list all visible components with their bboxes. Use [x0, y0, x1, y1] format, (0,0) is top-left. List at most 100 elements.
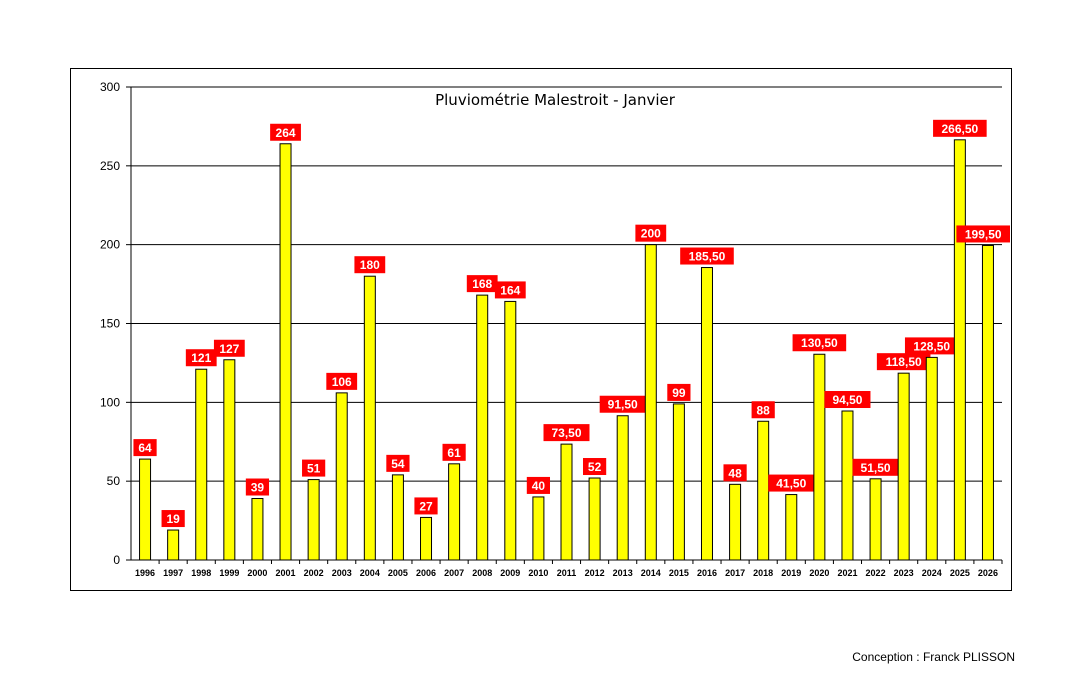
- bar: [279, 143, 292, 561]
- data-label-box: [466, 275, 498, 293]
- data-label-box: [852, 458, 899, 476]
- data-label-box: [414, 497, 438, 515]
- data-label: 121: [191, 351, 211, 365]
- data-label: 41,50: [776, 477, 806, 491]
- data-label: 118,50: [886, 355, 922, 369]
- data-label: 128,50: [913, 339, 950, 353]
- bar: [616, 415, 629, 561]
- bar: [813, 353, 826, 561]
- data-label: 73,50: [551, 426, 581, 440]
- bar: [391, 474, 404, 561]
- x-tick-label: 2018: [753, 568, 773, 578]
- data-label-box: [751, 401, 775, 419]
- bar: [981, 244, 994, 561]
- x-tick-label: 2026: [978, 568, 998, 578]
- data-label-box: [635, 224, 667, 242]
- x-tick-label: 2003: [332, 568, 352, 578]
- data-label: 51: [307, 462, 321, 476]
- bar: [307, 479, 320, 561]
- bar: [448, 463, 461, 561]
- bar: [869, 478, 882, 561]
- data-label: 164: [500, 283, 520, 297]
- data-label: 40: [532, 479, 546, 493]
- x-tick-label: 1997: [163, 568, 183, 578]
- data-label: 91,50: [608, 398, 638, 412]
- data-label-box: [824, 391, 871, 409]
- x-tick-label: 2009: [500, 568, 520, 578]
- y-tick-label: 200: [100, 238, 120, 252]
- data-label-box: [494, 281, 526, 299]
- x-tick-label: 2005: [388, 568, 408, 578]
- data-label: 94,50: [832, 393, 862, 407]
- data-label-box: [667, 383, 691, 401]
- y-tick-label: 50: [107, 474, 121, 488]
- x-tick-label: 2002: [304, 568, 324, 578]
- x-tick-label: 2014: [641, 568, 661, 578]
- data-label-box: [326, 372, 358, 390]
- x-tick-label: 2015: [669, 568, 689, 578]
- data-label-box: [354, 256, 386, 274]
- data-label: 130,50: [801, 336, 838, 350]
- data-label-box: [792, 334, 847, 352]
- data-label: 99: [672, 386, 686, 400]
- data-label-box: [442, 443, 466, 461]
- x-tick-label: 2023: [894, 568, 914, 578]
- data-label-box: [876, 353, 931, 371]
- x-tick-label: 1996: [135, 568, 155, 578]
- x-tick-label: 2021: [837, 568, 857, 578]
- data-label: 19: [166, 512, 180, 526]
- x-tick-label: 2025: [950, 568, 970, 578]
- x-tick-label: 2008: [472, 568, 492, 578]
- x-tick-label: 2006: [416, 568, 436, 578]
- bar: [532, 496, 545, 561]
- bar: [757, 420, 770, 561]
- chart-frame: [70, 68, 1012, 591]
- bar: [700, 267, 713, 561]
- bar: [588, 477, 601, 561]
- bar: [167, 529, 180, 561]
- data-label: 52: [588, 460, 602, 474]
- data-label: 185,50: [689, 250, 726, 264]
- data-label: 264: [276, 126, 296, 140]
- x-tick-label: 2007: [444, 568, 464, 578]
- bar: [195, 368, 208, 561]
- data-label-box: [302, 459, 326, 477]
- y-tick-label: 300: [100, 80, 120, 94]
- data-label: 51,50: [861, 461, 891, 475]
- x-tick-label: 2000: [247, 568, 267, 578]
- y-tick-label: 0: [113, 553, 120, 567]
- x-tick-label: 2011: [557, 568, 577, 578]
- x-tick-label: 2010: [528, 568, 548, 578]
- data-label: 180: [360, 258, 380, 272]
- y-tick-label: 250: [100, 159, 120, 173]
- data-label: 88: [756, 403, 770, 417]
- bar: [560, 443, 573, 561]
- x-tick-label: 2022: [866, 568, 886, 578]
- bar: [251, 498, 264, 561]
- bar: [504, 300, 517, 561]
- x-tick-label: 2016: [697, 568, 717, 578]
- data-label-box: [526, 476, 551, 494]
- x-tick-label: 2013: [613, 568, 633, 578]
- bar: [363, 275, 376, 561]
- chart-title: Pluviométrie Malestroit - Janvier: [435, 91, 676, 109]
- data-label-box: [161, 510, 185, 528]
- data-label: 127: [219, 342, 239, 356]
- x-tick-label: 2004: [360, 568, 380, 578]
- data-label: 27: [419, 499, 433, 513]
- data-label: 106: [332, 375, 352, 389]
- data-label-box: [213, 339, 245, 357]
- bar: [729, 483, 742, 561]
- x-tick-label: 2012: [585, 568, 605, 578]
- data-label-box: [133, 439, 157, 457]
- data-label: 61: [447, 446, 461, 460]
- bar: [335, 392, 348, 561]
- x-tick-label: 2020: [809, 568, 829, 578]
- data-label: 64: [138, 441, 152, 455]
- bar: [841, 410, 854, 561]
- x-tick-label: 1998: [191, 568, 211, 578]
- bar: [897, 372, 910, 561]
- data-label-box: [723, 464, 747, 482]
- data-label-box: [599, 395, 646, 413]
